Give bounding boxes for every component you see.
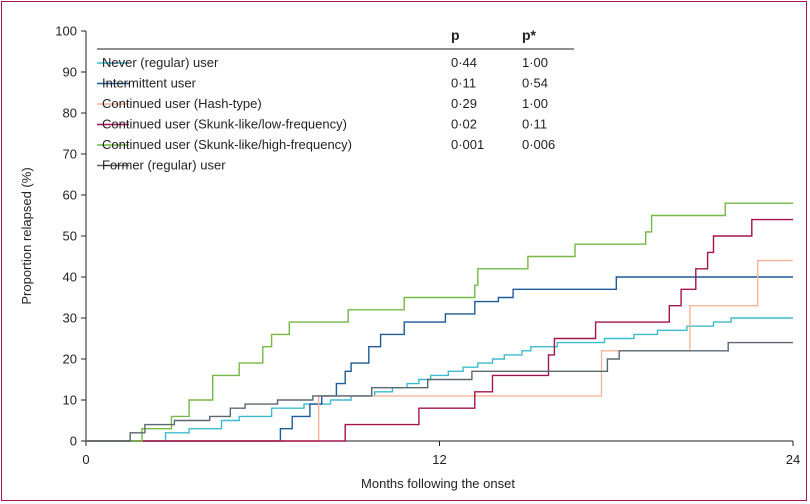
legend-header-p-star: p* [522, 27, 537, 43]
series-line-continued-user-skunk-like-low-frequency [86, 218, 793, 442]
legend-p-value: 0·001 [451, 137, 484, 152]
legend-p-value: 0·11 [451, 76, 476, 91]
legend-label: Continued user (Skunk-like/low-frequency… [102, 117, 347, 132]
axes: 0 10 20 30 40 50 60 70 80 90 100 0 12 24 [55, 24, 800, 468]
legend-label: Continued user (Skunk-like/high-frequenc… [102, 137, 352, 152]
legend-header-p: p [451, 27, 460, 43]
legend-label: Never (regular) user [102, 55, 219, 70]
legend-p-value: 0·02 [451, 117, 477, 132]
legend-p-star-value: 0·11 [522, 117, 547, 132]
series-line-never-regular-user [86, 317, 793, 442]
y-tick-label: 90 [63, 65, 77, 80]
y-tick-label: 20 [63, 352, 77, 367]
y-tick-label: 0 [70, 434, 77, 449]
y-tick-label: 70 [63, 147, 77, 162]
series-line-continued-user-skunk-like-high-frequency [86, 202, 793, 442]
legend-p-value: 0·29 [451, 96, 477, 111]
y-axis-label: Proportion relapsed (%) [19, 167, 34, 304]
legend-label: Intermittent user [102, 76, 197, 91]
series-layer [86, 202, 793, 442]
y-tick-label: 10 [63, 393, 77, 408]
series-line-intermittent-user [86, 276, 793, 442]
legend-label: Former (regular) user [102, 158, 226, 173]
legend: p p* Never (regular) user 0·44 1·00 Intermitt… [97, 27, 574, 173]
x-tick-label: 24 [786, 452, 800, 467]
legend-p-star-value: 0·54 [522, 76, 548, 91]
y-tick-label: 80 [63, 106, 77, 121]
y-tick-label: 60 [63, 188, 77, 203]
y-tick-label: 40 [63, 270, 77, 285]
series-line-former-regular-user [86, 341, 793, 442]
y-tick-label: 30 [63, 311, 77, 326]
legend-p-value: 0·44 [451, 55, 477, 70]
x-axis-label: Months following the onset [361, 476, 515, 491]
legend-label: Continued user (Hash-type) [102, 96, 262, 111]
y-tick-label: 100 [55, 24, 77, 39]
x-tick-label: 0 [82, 452, 89, 467]
x-tick-label: 12 [432, 452, 446, 467]
legend-p-star-value: 1·00 [522, 96, 548, 111]
legend-p-star-value: 1·00 [522, 55, 548, 70]
legend-p-star-value: 0·006 [522, 137, 555, 152]
y-tick-label: 50 [63, 229, 77, 244]
